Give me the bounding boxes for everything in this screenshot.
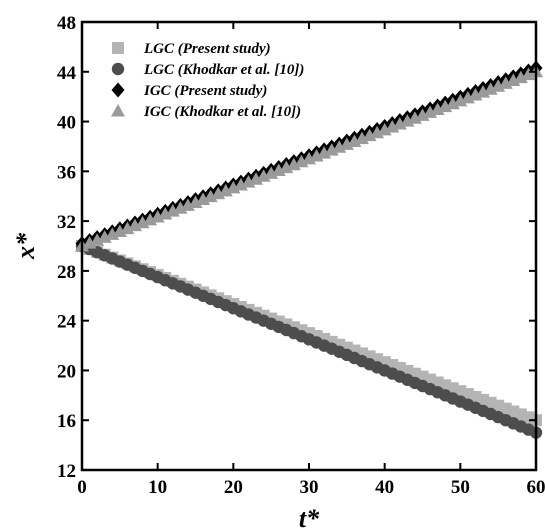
legend-label: LGC (Khodkar et al. [10]) [143,62,304,78]
y-axis-title: x* [11,232,40,260]
x-tick-label: 50 [451,477,470,498]
x-tick-label: 0 [77,477,87,498]
y-tick-label: 32 [57,212,76,233]
y-tick-label: 36 [57,162,76,183]
y-tick-label: 28 [57,262,76,283]
y-tick-label: 16 [57,411,76,432]
y-tick-label: 48 [57,13,76,34]
y-tick-label: 20 [57,361,76,382]
tick-marks [81,21,537,471]
legend: LGC (Present study) LGC (Khodkar et al. [… [111,41,304,120]
x-tick-labels: 0 10 20 30 40 50 60 [77,477,545,498]
x-tick-label: 60 [527,477,545,498]
legend-label: LGC (Present study) [143,41,271,57]
legend-marker [111,62,125,76]
data-points [75,60,543,439]
y-tick-label: 44 [57,63,77,84]
x-tick-label: 10 [148,477,167,498]
legend-marker [112,42,124,54]
legend-item: IGC (Khodkar et al. [10]) [111,104,301,120]
y-tick-label: 40 [57,113,76,134]
x-tick-label: 40 [375,477,394,498]
legend-marker [111,104,125,117]
legend-item: LGC (Present study) [112,41,271,57]
series-1 [75,239,543,439]
y-tick-labels: 12 16 20 24 28 32 36 40 44 48 [57,13,77,482]
legend-marker [111,82,125,98]
x-axis-title: t* [299,504,320,531]
x-tick-label: 20 [224,477,243,498]
y-tick-label: 12 [57,461,76,482]
legend-label: IGC (Khodkar et al. [10]) [143,104,301,120]
series-3 [75,64,543,252]
y-tick-label: 24 [57,312,77,333]
x-tick-label: 30 [300,477,319,498]
legend-label: IGC (Present study) [143,83,267,99]
legend-item: LGC (Khodkar et al. [10]) [111,62,304,78]
legend-item: IGC (Present study) [111,82,267,99]
